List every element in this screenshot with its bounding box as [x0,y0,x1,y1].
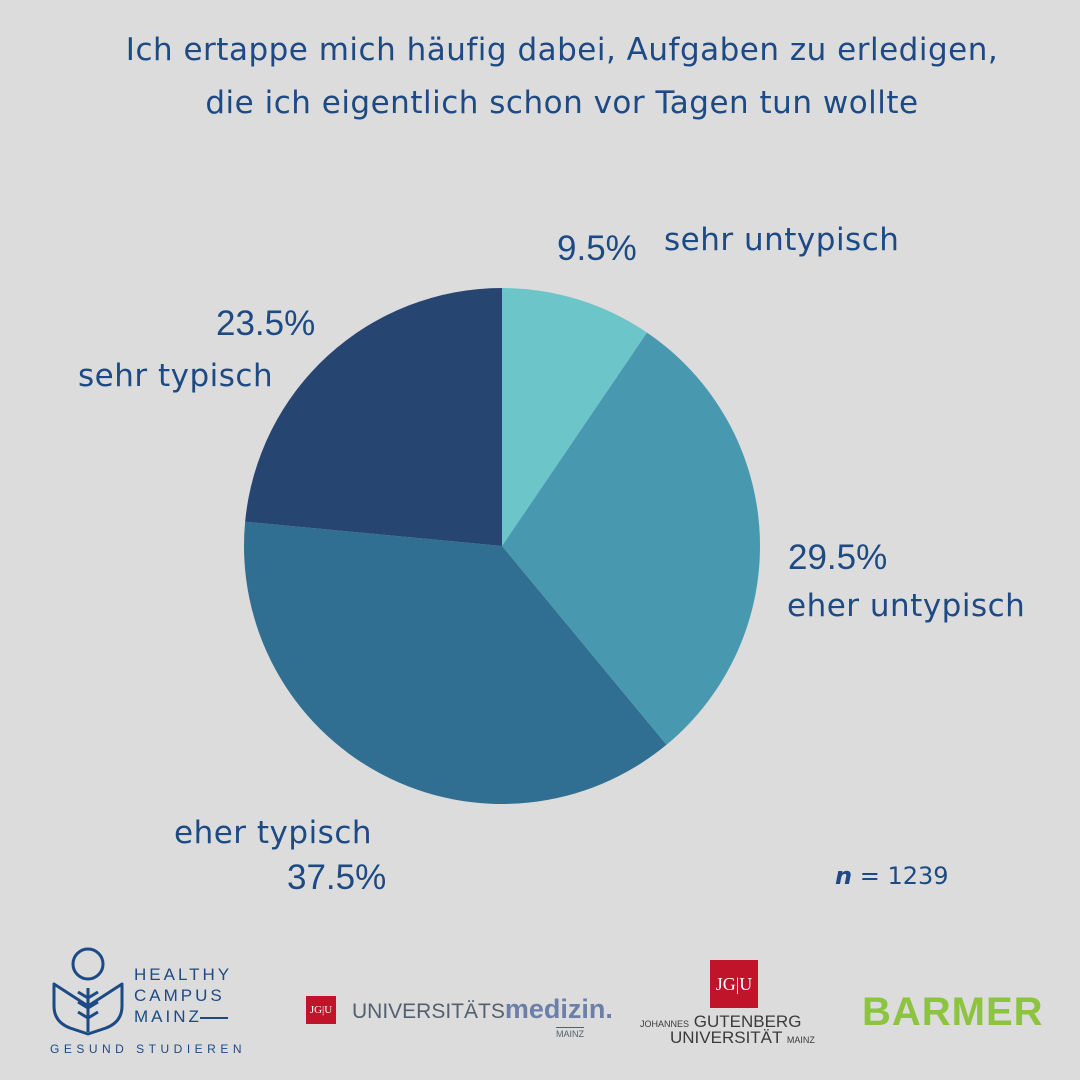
slice-label-eher-typisch: eher typisch [174,815,373,851]
pie-slice-sehr-untypisch [502,288,648,546]
jgu-gutenberg: GUTENBERG [693,1012,802,1031]
jgu-mainz: MAINZ [786,1035,815,1045]
pie-slice-sehr-typisch [245,288,502,546]
slice-pct-sehr-untypisch: 9.5% [557,229,637,268]
pie-slice-eher-untypisch [502,332,761,745]
hc-line-1: HEALTHY [134,965,233,984]
unimedizin-main: medizin. [504,994,613,1024]
healthy-campus-icon [52,947,124,1036]
healthy-campus-logo: HEALTHY CAMPUS MAINZ GESUND STUDIEREN [50,944,265,1059]
jgu-universitaet: UNIVERSITÄT [670,1028,783,1047]
unimedizin-wordmark: UNIVERSITÄTSmedizin. [352,994,613,1025]
pie-slice-eher-typisch [244,521,667,804]
slice-label-sehr-typisch: sehr typisch [78,358,274,394]
slice-pct-eher-typisch: 37.5% [287,858,387,897]
slice-label-eher-untypisch: eher untypisch [787,588,1026,624]
slice-pct-sehr-typisch: 23.5% [216,304,316,343]
unimedizin-sub: MAINZ [556,1027,584,1039]
jgu-name-line-2: UNIVERSITÄT MAINZ [670,1028,815,1048]
jgu-mark: JG|U [710,960,758,1008]
slice-label-sehr-untypisch: sehr untypisch [664,222,900,258]
healthy-campus-wordmark: HEALTHY CAMPUS MAINZ [134,964,232,1027]
jgu-name-line-1: JOHANNES GUTENBERG [640,1012,801,1032]
sample-size: n = 1239 [835,862,949,890]
hc-line-3-text: MAINZ [134,1007,202,1026]
jgu-johannes: JOHANNES [640,1019,690,1029]
chart-title-line-2: die ich eigentlich schon vor Tagen tun w… [205,85,919,121]
hc-line-2: CAMPUS [134,986,225,1005]
jgu-mark-small: JG|U [306,996,336,1024]
chart-title-line-1: Ich ertappe mich häufig dabei, Aufgaben … [125,32,999,68]
sample-size-symbol: n [835,862,853,890]
barmer-logo: BARMER [862,990,1044,1034]
unimedizin-prefix: UNIVERSITÄTS [352,1000,505,1023]
hc-line-3: MAINZ [134,1006,232,1027]
slice-pct-eher-untypisch: 29.5% [788,538,888,577]
sample-size-value: = 1239 [859,862,949,890]
healthy-campus-tagline: GESUND STUDIEREN [50,1042,247,1056]
chart-title: Ich ertappe mich häufig dabei, Aufgaben … [0,24,1080,130]
